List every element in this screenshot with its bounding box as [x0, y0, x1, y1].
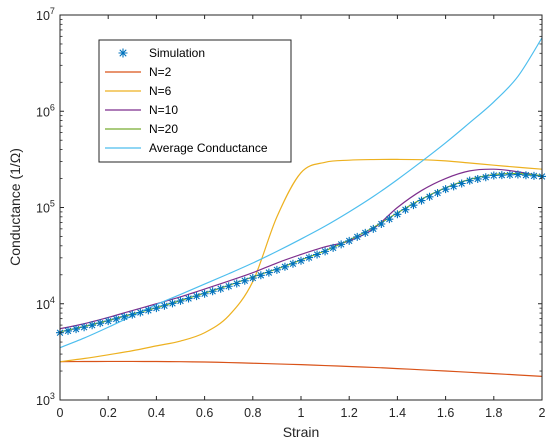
data-point-marker: [377, 220, 386, 228]
data-point-marker: [200, 289, 209, 298]
data-point-marker: [72, 325, 81, 334]
data-point-marker: [232, 279, 241, 288]
data-point-marker: [176, 296, 185, 305]
data-point-marker: [521, 171, 530, 180]
legend-box: [98, 39, 292, 163]
legend-label: N=10: [149, 103, 178, 117]
y-tick-label: 104: [36, 295, 55, 312]
data-point-marker: [104, 317, 113, 326]
series-layer: [56, 37, 546, 377]
data-point-marker: [321, 247, 330, 256]
x-tick-label: 1.6: [437, 406, 454, 420]
legend-label: N=6: [149, 84, 172, 98]
x-tick-label: 1.4: [389, 406, 406, 420]
data-point-marker: [192, 292, 201, 301]
data-point-marker: [240, 276, 249, 285]
series-line-n-6: [59, 158, 543, 363]
data-point-marker: [393, 210, 402, 219]
data-point-marker: [128, 310, 137, 319]
data-point-marker: [409, 201, 418, 210]
x-tick-label: 1.8: [485, 406, 502, 420]
data-point-marker: [441, 185, 450, 194]
x-axis: 0 0.2 0.4 0.6 0.8 1 1.2 1.4 1.6 1.8 2: [57, 15, 546, 420]
data-point-marker: [256, 271, 265, 280]
data-point-marker: [88, 321, 97, 330]
legend-item: Simulation: [118, 46, 205, 60]
y-tick-label: 106: [36, 102, 55, 119]
data-point-marker: [353, 232, 362, 241]
legend-item: Average Conductance: [105, 141, 268, 155]
data-point-marker: [481, 173, 490, 182]
legend-label: N=2: [149, 65, 172, 79]
data-point-marker: [513, 170, 522, 179]
x-tick-label: 1.2: [341, 406, 358, 420]
data-point-marker: [497, 171, 506, 180]
legend: Simulation N=2 N=6 N=10 N=20 Average Conducta…: [98, 39, 292, 163]
data-point-marker: [120, 312, 129, 321]
data-point-marker: [152, 304, 161, 313]
x-tick-label: 0.2: [100, 406, 117, 420]
data-point-marker: [144, 306, 153, 315]
data-point-marker: [272, 265, 281, 274]
x-axis-title: Strain: [283, 424, 320, 440]
x-tick-label: 0.8: [244, 406, 261, 420]
data-point-marker: [417, 196, 426, 205]
y-tick-label: 105: [36, 199, 55, 216]
data-point-marker: [136, 308, 145, 317]
data-point-marker: [288, 259, 297, 268]
data-point-marker: [529, 171, 538, 180]
x-tick-label: 0.4: [148, 406, 165, 420]
data-point-marker: [168, 299, 177, 308]
legend-item: N=10: [105, 103, 178, 117]
legend-marker: [118, 48, 128, 58]
legend-item: N=20: [105, 122, 178, 136]
data-point-marker: [248, 274, 257, 283]
data-point-marker: [505, 170, 514, 179]
data-point-marker: [449, 182, 458, 191]
series-line-n-2: [59, 360, 543, 377]
legend-label: Average Conductance: [149, 141, 268, 155]
data-point-marker: [433, 188, 442, 197]
data-point-marker: [305, 253, 314, 262]
data-point-marker: [329, 243, 338, 252]
data-point-marker: [208, 287, 217, 296]
data-point-marker: [489, 171, 498, 180]
legend-item: N=2: [105, 65, 172, 79]
legend-label: Simulation: [149, 46, 205, 60]
data-point-marker: [313, 250, 322, 259]
data-point-marker: [473, 174, 482, 183]
x-tick-label: 0.6: [196, 406, 213, 420]
x-tick-label: 0: [57, 406, 64, 420]
x-tick-label: 2: [539, 406, 546, 420]
y-axis-title: Conductance (1/Ω): [7, 148, 23, 266]
data-point-marker: [361, 228, 370, 237]
legend-item: N=6: [105, 84, 172, 98]
data-point-marker: [112, 314, 121, 323]
data-point-marker: [345, 236, 354, 245]
data-point-marker: [264, 268, 273, 277]
y-tick-label: 103: [36, 391, 55, 408]
data-point-marker: [369, 224, 378, 233]
data-point-marker: [80, 323, 89, 332]
data-point-marker: [224, 282, 233, 291]
data-point-marker: [297, 256, 305, 265]
data-point-marker: [385, 215, 394, 224]
data-point-marker: [457, 179, 466, 188]
data-point-marker: [216, 284, 225, 293]
y-axis: 103 104 105 106 107: [36, 6, 542, 408]
data-point-marker: [280, 262, 289, 271]
data-point-marker: [64, 326, 73, 335]
data-point-marker: [337, 240, 346, 249]
legend-label: N=20: [149, 122, 178, 136]
data-point-marker: [425, 192, 434, 201]
data-point-marker: [96, 319, 105, 328]
data-point-marker: [184, 294, 193, 303]
data-point-marker: [160, 301, 169, 310]
series-line-n-10: [59, 168, 543, 330]
data-point-marker: [401, 205, 410, 214]
x-tick-label: 1: [298, 406, 305, 420]
data-point-marker: [465, 176, 474, 185]
y-tick-label: 107: [36, 6, 55, 23]
